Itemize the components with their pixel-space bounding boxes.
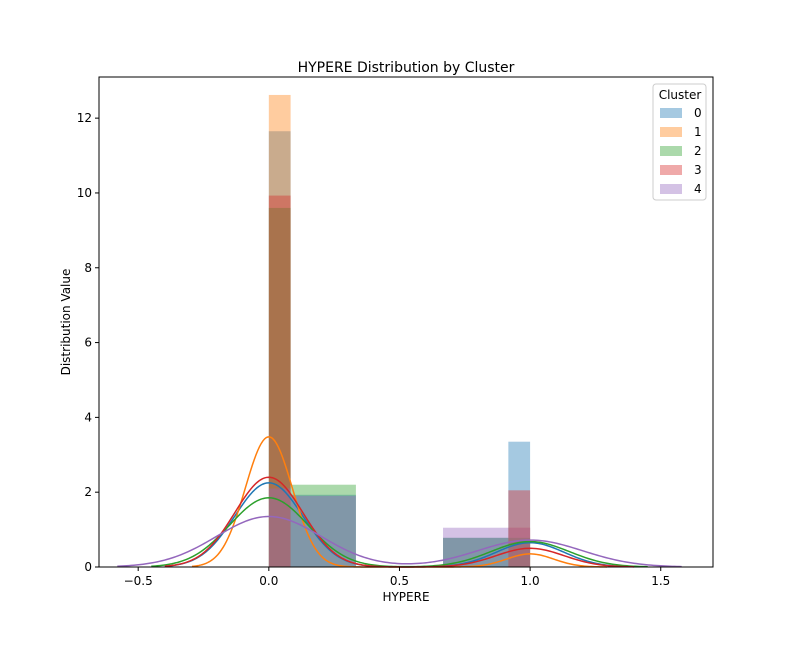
y-axis-label: Distribution Value — [59, 269, 73, 376]
histogram-bar-cluster-0-0 — [268, 131, 291, 568]
y-tick-label: 4 — [84, 410, 92, 424]
legend-label-cluster-4: 4 — [694, 182, 702, 196]
legend-swatch-cluster-3 — [660, 165, 682, 175]
kde-line-cluster-4 — [117, 515, 682, 568]
histogram-bar-cluster-4-0 — [268, 488, 291, 567]
x-tick-label: 1.5 — [651, 574, 670, 588]
legend-label-cluster-2: 2 — [694, 144, 702, 158]
kde-line-cluster-0 — [164, 482, 635, 568]
legend-swatch-cluster-0 — [660, 108, 682, 118]
y-tick-label: 10 — [77, 186, 92, 200]
x-axis-ticks: −0.5 0.0 0.5 1.0 1.5 — [124, 567, 670, 588]
x-tick-label: 0.0 — [259, 574, 278, 588]
y-tick-label: 2 — [84, 485, 92, 499]
histogram-bar-cluster-4-1 — [290, 495, 356, 567]
y-tick-label: 6 — [84, 336, 92, 350]
legend-swatch-cluster-1 — [660, 127, 682, 137]
y-tick-label: 0 — [84, 560, 92, 574]
y-axis-ticks: 0 2 4 6 8 10 12 — [77, 111, 99, 574]
histogram-bar-cluster-0-1 — [290, 494, 356, 567]
legend-label-cluster-3: 3 — [694, 163, 702, 177]
x-tick-label: 0.5 — [390, 574, 409, 588]
legend-label-cluster-0: 0 — [694, 106, 702, 120]
x-axis-label: HYPERE — [382, 590, 429, 604]
legend: Cluster 0 1 2 3 4 — [652, 83, 707, 201]
histogram-bar-cluster-4-3 — [508, 527, 531, 567]
histogram-bar-cluster-0-3 — [508, 441, 531, 567]
legend-box — [652, 83, 707, 201]
legend-label-cluster-1: 1 — [694, 125, 702, 139]
y-tick-label: 8 — [84, 261, 92, 275]
legend-title: Cluster — [659, 88, 702, 102]
histogram-bar-cluster-1-0 — [268, 94, 291, 568]
histogram-bar-cluster-3-0 — [268, 195, 291, 568]
x-tick-label: 1.0 — [521, 574, 540, 588]
plot-bars — [268, 94, 531, 568]
legend-swatch-cluster-4 — [660, 184, 682, 194]
x-tick-label: −0.5 — [124, 574, 153, 588]
plot-kde — [117, 436, 682, 568]
y-tick-label: 12 — [77, 111, 92, 125]
chart-title: HYPERE Distribution by Cluster — [298, 60, 515, 76]
plot-frame — [98, 76, 714, 568]
histogram-bar-cluster-2-0 — [268, 207, 291, 568]
legend-swatch-cluster-2 — [660, 146, 682, 156]
